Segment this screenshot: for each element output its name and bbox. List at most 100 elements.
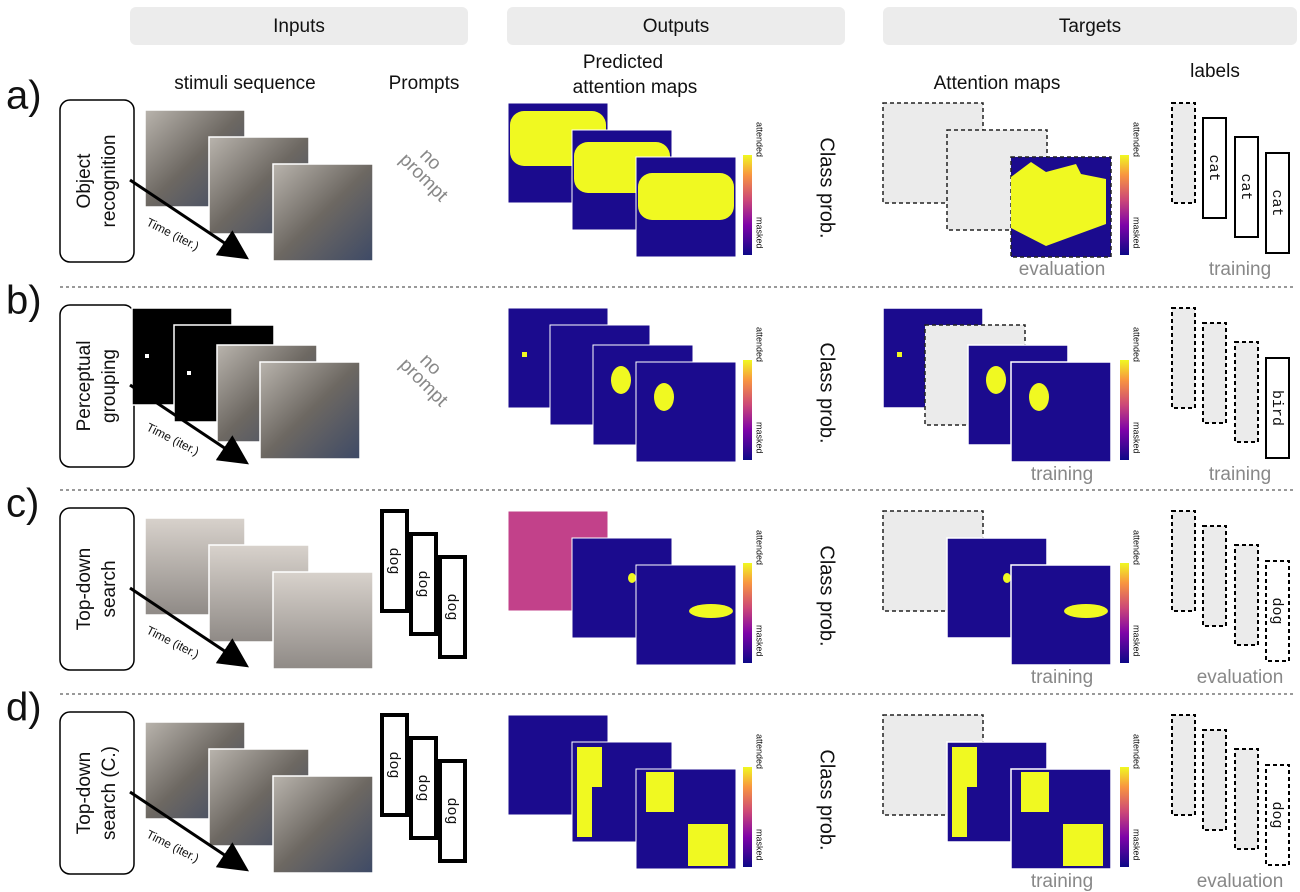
attention-blob (1064, 604, 1108, 618)
colorbar-label: masked (1132, 625, 1142, 657)
prompt-label: dog (385, 751, 402, 778)
column-title: stimuli sequence (174, 73, 316, 94)
task-box (60, 305, 134, 467)
split-label: training (1031, 871, 1093, 892)
column-title: labels (1190, 61, 1240, 82)
label-box (1203, 526, 1226, 626)
task-label: Object (74, 153, 95, 209)
stimulus-image (273, 572, 373, 669)
colorbar (743, 360, 752, 460)
target-map (1011, 362, 1111, 462)
label-box (1172, 511, 1195, 611)
prompt-label: dog (443, 797, 460, 824)
column-title: Attention maps (934, 73, 1061, 94)
colorbar (1120, 155, 1129, 255)
output-label: Class prob. (816, 342, 838, 443)
task-label: grouping (99, 349, 120, 423)
colorbar-label: attended (755, 734, 765, 769)
colorbar-label: attended (1132, 530, 1142, 565)
colorbar-label: masked (755, 625, 765, 657)
colorbar-label: attended (755, 530, 765, 565)
colorbar (1120, 360, 1129, 460)
task-box (60, 100, 134, 262)
label-text: cat (1268, 189, 1285, 216)
split-label: training (1031, 667, 1093, 688)
column-title: Predicted (583, 52, 663, 73)
split-label: training (1209, 464, 1271, 485)
colorbar (743, 155, 752, 255)
prompt-label: dog (385, 547, 402, 574)
split-label: training (1209, 259, 1271, 280)
split-label: training (1031, 464, 1093, 485)
header: Inputs (273, 16, 325, 37)
attention-blob (1029, 383, 1049, 411)
task-label: recognition (99, 135, 120, 228)
output-label: Class prob. (816, 749, 838, 850)
row-letter: d) (6, 686, 42, 730)
label-box (1172, 715, 1195, 815)
colorbar-label: masked (755, 422, 765, 454)
output-label: Class prob. (816, 137, 838, 238)
label-box (1172, 103, 1195, 203)
split-label: evaluation (1019, 259, 1106, 280)
header: Outputs (643, 16, 710, 37)
split-label: evaluation (1197, 871, 1284, 892)
colorbar-label: attended (1132, 327, 1142, 362)
predicted-map (636, 362, 736, 462)
label-box (1172, 308, 1195, 408)
prompt-label: dog (414, 570, 431, 597)
attention-blob (986, 366, 1006, 394)
attention-blob (1063, 824, 1103, 866)
colorbar-label: masked (1132, 829, 1142, 861)
row-letter: b) (6, 279, 42, 323)
attention-blob (654, 383, 674, 411)
attention-blob (688, 824, 728, 866)
prompt-label: dog (443, 593, 460, 620)
colorbar-label: attended (755, 122, 765, 157)
label-box (1235, 545, 1258, 645)
label-box (1235, 749, 1258, 849)
label-box (1203, 323, 1226, 423)
colorbar-label: attended (1132, 122, 1142, 157)
column-title: Prompts (389, 73, 460, 94)
attention-blob (522, 352, 527, 357)
figure: Inputs Outputs Targets stimuli sequence … (0, 0, 1300, 892)
colorbar-label: attended (755, 327, 765, 362)
label-text: dog (1268, 801, 1285, 828)
attention-blob (628, 573, 636, 583)
label-text: cat (1205, 154, 1222, 181)
colorbar (743, 563, 752, 663)
attention-blob (646, 772, 674, 812)
attention-blob (1003, 573, 1011, 583)
stimulus-image (260, 362, 360, 459)
header: Targets (1059, 16, 1121, 37)
attention-blob (638, 173, 734, 220)
colorbar-label: masked (1132, 422, 1142, 454)
task-label: Perceptual (74, 341, 95, 432)
attention-blob (897, 352, 902, 357)
output-label: Class prob. (816, 545, 838, 646)
colorbar-label: attended (1132, 734, 1142, 769)
split-label: evaluation (1197, 667, 1284, 688)
label-box (1203, 730, 1226, 830)
colorbar (1120, 563, 1129, 663)
label-text: dog (1268, 597, 1285, 624)
stimulus-image (273, 164, 373, 261)
colorbar-label: masked (755, 829, 765, 861)
task-label: Top-down (74, 752, 95, 834)
label-text: bird (1268, 390, 1285, 426)
task-label: search (99, 560, 120, 617)
task-label: search (C.) (99, 746, 120, 840)
row-letter: c) (6, 482, 39, 526)
colorbar (1120, 767, 1129, 867)
attention-blob (689, 604, 733, 618)
prompt-label: dog (414, 774, 431, 801)
attention-blob (1021, 772, 1049, 812)
colorbar-label: masked (755, 217, 765, 249)
column-title: attention maps (573, 77, 698, 98)
task-box (60, 508, 134, 670)
task-label: Top-down (74, 548, 95, 630)
fixation-dot (187, 371, 191, 375)
colorbar (743, 767, 752, 867)
stimulus-image (273, 776, 373, 873)
